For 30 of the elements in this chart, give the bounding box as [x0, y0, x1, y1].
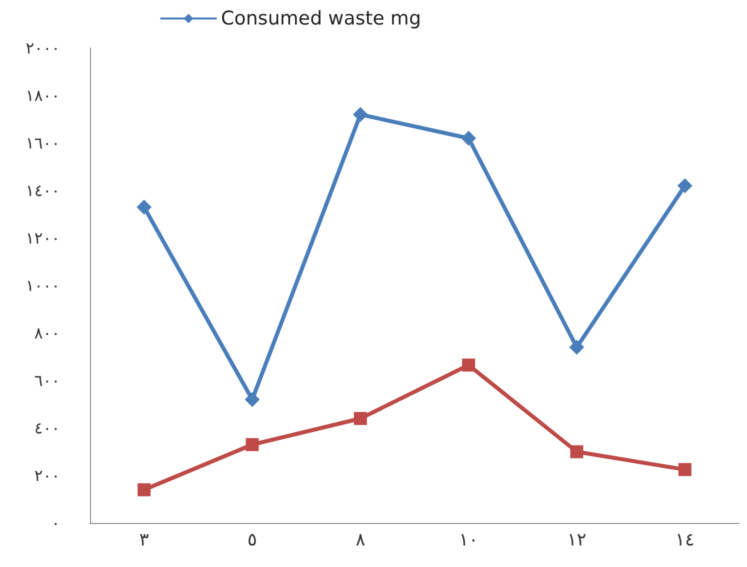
y-tick-label: ٢٠٠٠ — [26, 38, 60, 58]
point — [352, 107, 368, 122]
point — [246, 438, 259, 452]
x-tick-label: ١٠ — [458, 530, 478, 550]
y-tick-label: ١٢٠٠ — [26, 228, 60, 248]
y-tick-label: ١٠٠٠ — [26, 276, 60, 295]
point — [136, 200, 152, 215]
point — [244, 392, 260, 407]
x-tick-label: ٣ — [139, 530, 150, 550]
y-tick-label: ٨٠٠ — [34, 324, 60, 342]
x-tick-label: ١٤ — [675, 530, 695, 550]
point — [462, 358, 476, 372]
y-tick-label: ١٦٠٠ — [26, 134, 60, 152]
x-tick-label: ٥ — [247, 530, 258, 550]
point — [354, 412, 367, 425]
x-tick-label: ١٢ — [567, 530, 586, 550]
legend-label: Consumed waste mg — [221, 8, 422, 30]
point — [570, 445, 584, 458]
point — [569, 340, 584, 355]
point — [138, 483, 151, 496]
y-tick-label: ٤٠٠ — [34, 418, 60, 438]
x-tick-label: ٨ — [356, 530, 366, 550]
y-tick-label: ١٨٠٠ — [26, 86, 60, 105]
point — [678, 463, 692, 476]
y-tick-label: ١٤٠٠ — [26, 181, 60, 200]
point — [677, 178, 692, 194]
y-tick-label: ٠ — [51, 514, 60, 532]
point — [461, 130, 476, 146]
y-tick-label: ٦٠٠ — [34, 371, 60, 390]
y-tick-label: ٢٠٠ — [34, 466, 60, 485]
